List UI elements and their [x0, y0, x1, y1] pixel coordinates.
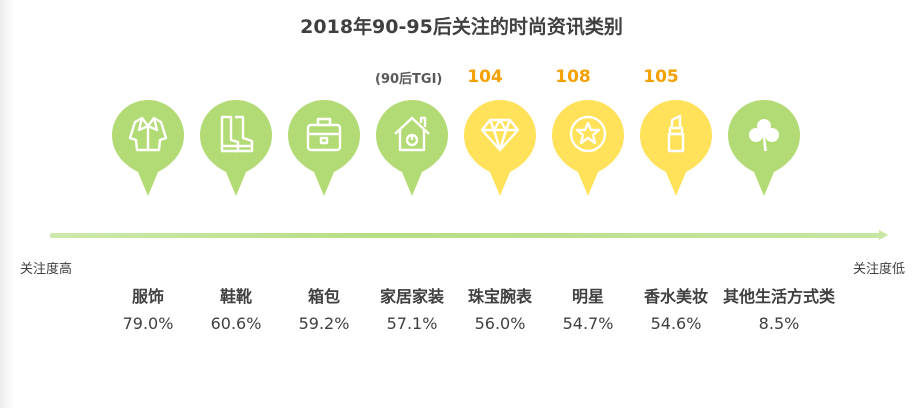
category-value: 57.1%	[386, 314, 438, 333]
pin-marker-cosmetics	[638, 98, 714, 200]
axis-left-label: 关注度高	[20, 262, 73, 277]
star-badge-icon	[568, 114, 608, 154]
axis-right-label: 关注度低	[853, 262, 906, 277]
diamond-icon	[480, 114, 520, 154]
pin-marker-home	[374, 98, 450, 200]
pin-marker-shoes	[198, 98, 274, 200]
category-label: 服饰	[131, 287, 164, 306]
category-value: 56.0%	[474, 314, 526, 333]
category-label: 鞋靴	[219, 287, 252, 306]
category-label: 其他生活方式类	[722, 287, 835, 306]
axis-line	[50, 233, 880, 238]
tgi-value-jewelry: 104	[467, 67, 503, 87]
lipstick-icon	[656, 114, 696, 154]
pin-marker-clothing	[110, 98, 186, 200]
category-value: 59.2%	[298, 314, 350, 333]
left-edge-shade	[0, 0, 14, 408]
pin-marker-lifestyle	[726, 98, 802, 200]
tgi-label: (90后TGI)	[375, 72, 443, 87]
pin-marker-bags	[286, 98, 362, 200]
category-label: 家居家装	[379, 287, 444, 306]
category-value: 60.6%	[210, 314, 262, 333]
category-label: 箱包	[307, 287, 340, 306]
boots-icon	[216, 114, 256, 154]
category-value: 8.5%	[758, 314, 800, 333]
bag-icon	[304, 114, 344, 154]
jacket-icon	[128, 114, 168, 154]
category-label: 明星	[571, 287, 604, 306]
category-label: 香水美妆	[643, 287, 708, 306]
clover-icon	[744, 114, 784, 154]
pin-marker-celebrity	[550, 98, 626, 200]
tgi-value-cosmetics: 105	[643, 67, 679, 87]
axis-arrowhead	[879, 230, 888, 240]
chart-title: 2018年90-95后关注的时尚资讯类别	[300, 16, 623, 38]
pin-marker-jewelry	[462, 98, 538, 200]
category-label: 珠宝腕表	[467, 287, 532, 306]
category-value: 54.7%	[562, 314, 614, 333]
house-icon	[392, 114, 432, 154]
category-value: 54.6%	[650, 314, 702, 333]
category-value: 79.0%	[122, 314, 174, 333]
tgi-value-celebrity: 108	[555, 67, 591, 87]
